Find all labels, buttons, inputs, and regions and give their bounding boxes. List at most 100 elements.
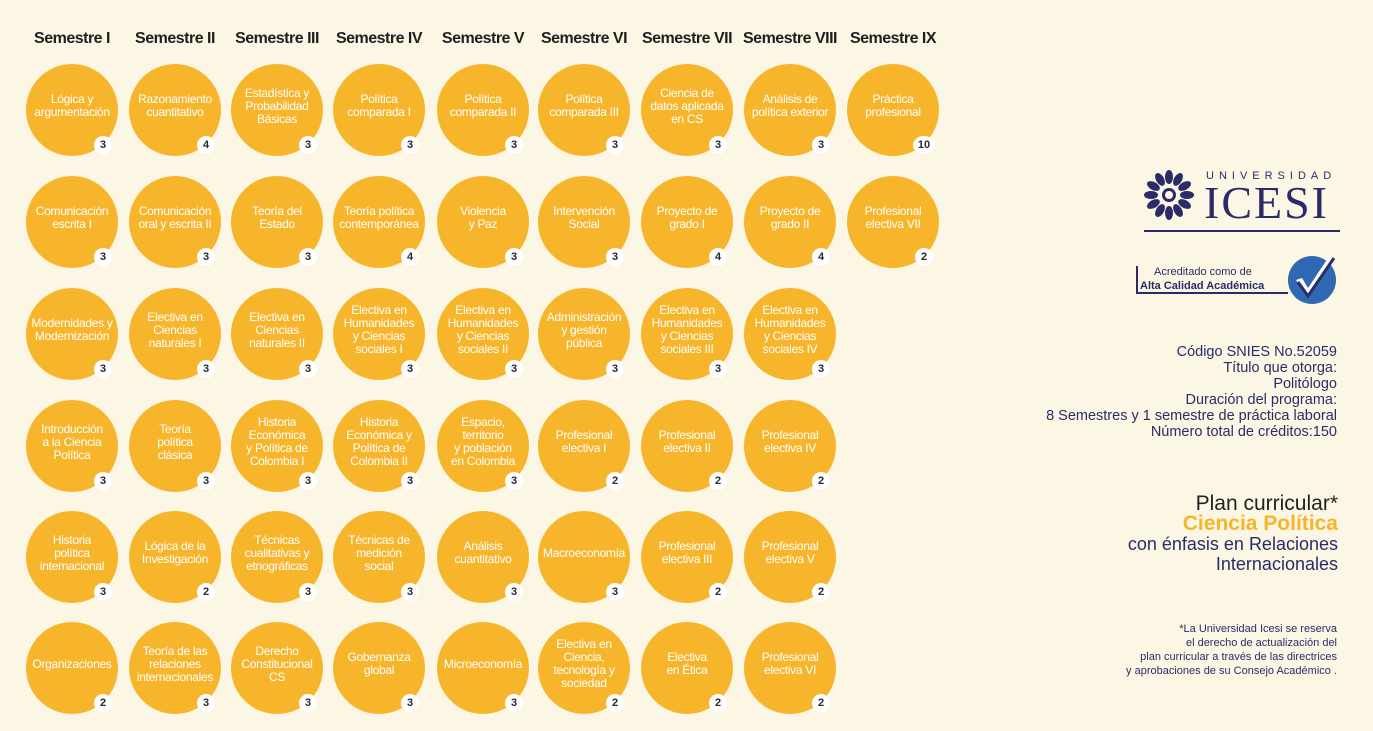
- degree-label: Título que otorga:: [1223, 360, 1337, 376]
- course-name: Modernidades y Modernización: [31, 316, 113, 343]
- course-name: Organizaciones: [32, 656, 112, 671]
- icesi-logo: UNIVERSIDAD ICESI: [1142, 168, 1342, 236]
- course-circle: Electiva en Humanidades y Ciencias socia…: [333, 288, 425, 380]
- semester-header: Semestre VIII: [743, 30, 838, 47]
- course-name: Lógica de la Investigación: [141, 539, 209, 566]
- course-credits-badge: 2: [606, 694, 624, 712]
- duration-value: 8 Semestres y 1 semestre de práctica lab…: [1046, 408, 1337, 424]
- semester-header: Semestre III: [235, 30, 319, 47]
- course-credits-badge: 3: [812, 136, 830, 154]
- course-name: Microeconomía: [443, 656, 523, 671]
- course-credits-badge: 3: [505, 472, 523, 490]
- course-name: Teoría de las relaciones internacionales: [136, 643, 214, 684]
- course-credits-badge: 3: [197, 694, 215, 712]
- emphasis-line2: Internacionales: [1215, 554, 1338, 574]
- course-circle: Electiva en Humanidades y Ciencias socia…: [744, 288, 836, 380]
- course-circle: Proyecto de grado I 4: [641, 176, 733, 268]
- course-name: Comunicación oral y escrita II: [138, 204, 212, 231]
- course-circle: Electiva en Ética 2: [641, 622, 733, 714]
- course-circle: Modernidades y Modernización 3: [26, 288, 118, 380]
- course-credits-badge: 3: [401, 583, 419, 601]
- course-circle: Espacio, territorio y población en Colom…: [437, 400, 529, 492]
- semester-header: Semestre IV: [335, 30, 423, 47]
- course-name: Electiva en Humanidades y Ciencias socia…: [651, 303, 723, 356]
- course-credits-badge: 4: [197, 136, 215, 154]
- semester-header: Semestre IX: [849, 30, 937, 47]
- course-circle: Teoría de las relaciones internacionales…: [129, 622, 221, 714]
- course-credits-badge: 2: [709, 694, 727, 712]
- course-credits-badge: 2: [812, 694, 830, 712]
- course-credits-badge: 3: [505, 248, 523, 266]
- course-credits-badge: 3: [94, 248, 112, 266]
- course-credits-badge: 4: [709, 248, 727, 266]
- course-credits-badge: 4: [401, 248, 419, 266]
- course-credits-badge: 3: [299, 583, 317, 601]
- course-name: Gobernanza global: [347, 650, 411, 677]
- course-name: Electiva en Ética: [666, 650, 708, 677]
- course-circle: Microeconomía 3: [437, 622, 529, 714]
- course-circle: Política comparada II 3: [437, 64, 529, 156]
- course-name: Profesional electiva VI: [761, 650, 819, 677]
- course-circle: Análisis cuantitativo 3: [437, 511, 529, 603]
- course-circle: Profesional electiva III 2: [641, 511, 733, 603]
- course-credits-badge: 3: [94, 472, 112, 490]
- emphasis-line1: con énfasis en Relaciones: [1127, 534, 1338, 554]
- course-circle: Profesional electiva VII 2: [847, 176, 939, 268]
- course-credits-badge: 3: [606, 248, 624, 266]
- course-circle: Teoría del Estado 3: [231, 176, 323, 268]
- course-circle: Técnicas de medición social 3: [333, 511, 425, 603]
- course-credits-badge: 3: [197, 472, 215, 490]
- course-name: Comunicación escrita I: [35, 204, 109, 231]
- course-credits-badge: 3: [505, 583, 523, 601]
- course-name: Lógica y argumentación: [34, 92, 110, 119]
- course-circle: Práctica profesional 10: [847, 64, 939, 156]
- course-credits-badge: 3: [606, 360, 624, 378]
- course-name: Historia política internacional: [39, 532, 105, 573]
- course-name: Historia Económica y Política de Colombi…: [346, 415, 412, 468]
- logo-universidad-text: UNIVERSIDAD: [1206, 170, 1337, 182]
- footnote-line: *La Universidad Icesi se reserva: [1179, 623, 1337, 635]
- plan-title-block: Plan curricular* Ciencia Política con én…: [1127, 493, 1338, 574]
- course-name: Técnicas de medición social: [348, 532, 410, 573]
- course-name: Estadística y Probabilidad Básicas: [244, 85, 310, 126]
- course-credits-badge: 3: [197, 360, 215, 378]
- course-credits-badge: 3: [505, 136, 523, 154]
- duration-label: Duración del programa:: [1185, 392, 1337, 408]
- course-credits-badge: 3: [606, 583, 624, 601]
- program-name: Ciencia Política: [1182, 512, 1338, 535]
- course-name: Política comparada I: [347, 92, 411, 119]
- course-credits-badge: 3: [94, 583, 112, 601]
- logo-icesi-text: ICESI: [1204, 177, 1329, 228]
- course-credits-badge: 3: [505, 360, 523, 378]
- course-name: Electiva en Humanidades y Ciencias socia…: [343, 303, 415, 356]
- footnote: *La Universidad Icesi se reserva el dere…: [1126, 622, 1337, 678]
- icesi-emblem-icon: [1144, 170, 1194, 220]
- course-circle: Lógica y argumentación 3: [26, 64, 118, 156]
- course-circle: Historia política internacional 3: [26, 511, 118, 603]
- course-circle: Estadística y Probabilidad Básicas 3: [231, 64, 323, 156]
- course-credits-badge: 2: [197, 583, 215, 601]
- course-credits-badge: 3: [401, 136, 419, 154]
- course-credits-badge: 3: [94, 136, 112, 154]
- course-credits-badge: 2: [812, 472, 830, 490]
- course-credits-badge: 3: [299, 136, 317, 154]
- course-name: Electiva en Humanidades y Ciencias socia…: [754, 303, 826, 356]
- course-name: Política comparada II: [449, 92, 517, 119]
- curriculum-grid: Semestre I Lógica y argumentación 3 Comunic…: [26, 30, 939, 714]
- course-name: Electiva en Humanidades y Ciencias socia…: [447, 303, 519, 356]
- course-name: Teoría política contemporánea: [339, 204, 419, 231]
- course-credits-badge: 3: [94, 360, 112, 378]
- course-circle: Comunicación oral y escrita II 3: [129, 176, 221, 268]
- course-name: Espacio, territorio y población en Colom…: [450, 415, 516, 468]
- semester-header: Semestre VI: [540, 30, 628, 47]
- course-credits-badge: 3: [299, 472, 317, 490]
- course-credits-badge: 3: [401, 472, 419, 490]
- course-circle: Política comparada I 3: [333, 64, 425, 156]
- semester-header: Semestre I: [34, 30, 110, 47]
- course-name: Administración y gestión pública: [546, 309, 622, 350]
- course-circle: Derecho Constitucional CS 3: [231, 622, 323, 714]
- course-credits-badge: 2: [709, 472, 727, 490]
- course-name: Profesional electiva II: [658, 428, 716, 455]
- course-circle: Teoría política clásica 3: [129, 400, 221, 492]
- course-credits-badge: 2: [94, 694, 112, 712]
